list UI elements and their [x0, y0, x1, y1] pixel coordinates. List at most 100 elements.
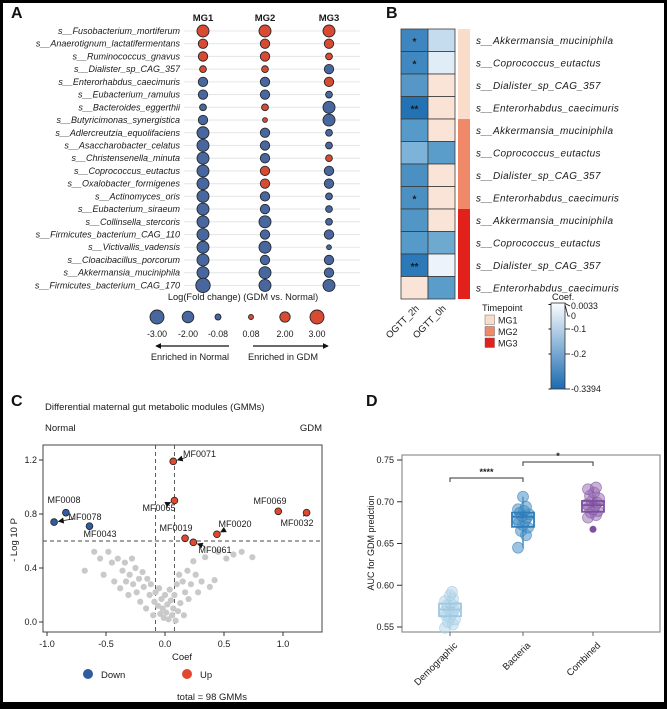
svg-text:MG1: MG1	[193, 13, 214, 24]
gmm-point-ns	[206, 583, 213, 591]
gmm-point-ns	[194, 589, 202, 596]
svg-text:s__Butyricimonas_synergistica: s__Butyricimonas_synergistica	[56, 115, 180, 125]
svg-text:s__Fusobacterium_mortiferum: s__Fusobacterium_mortiferum	[58, 26, 181, 36]
gmm-point-ns	[100, 571, 107, 578]
gmm-point-ns	[133, 589, 140, 596]
gmm-point-ns	[156, 585, 163, 592]
gmm-point-ns	[230, 551, 237, 558]
gmm-point-ns	[114, 555, 121, 562]
svg-text:-0.08: -0.08	[208, 329, 228, 339]
svg-text:Enriched in Normal: Enriched in Normal	[151, 352, 229, 362]
svg-text:0.65: 0.65	[376, 539, 394, 549]
gmm-point-ns	[164, 601, 171, 608]
gmm-point-ns	[176, 571, 183, 578]
fold-change-dot	[259, 140, 271, 151]
gmm-point-ns	[132, 564, 139, 572]
auc-point	[520, 500, 532, 513]
gmm-point-ns	[177, 600, 184, 607]
fold-change-dot	[196, 266, 210, 280]
fold-change-dot	[325, 154, 333, 163]
fold-change-dot	[258, 266, 272, 280]
svg-text:s__Enterorhabdus_caecimuris: s__Enterorhabdus_caecimuris	[476, 193, 619, 204]
gmm-point-ns	[130, 581, 137, 588]
gmm-point-ns	[126, 571, 133, 578]
gmm-point-ns	[185, 595, 192, 603]
svg-text:s__Coprococcus_eutactus: s__Coprococcus_eutactus	[476, 238, 601, 249]
heatmap-cell	[400, 141, 429, 165]
fold-change-dot	[325, 90, 333, 99]
fold-change-dot	[196, 228, 210, 241]
svg-text:MF0069: MF0069	[253, 496, 286, 506]
svg-text:s__Coprococcus_eutactus: s__Coprococcus_eutactus	[476, 58, 601, 69]
gmm-point-ns	[81, 567, 88, 574]
gmm-point-ns	[139, 568, 146, 576]
svg-text:s__Firmicutes_bacterium_CAG_11: s__Firmicutes_bacterium_CAG_110	[36, 230, 180, 240]
gmm-point-ns	[179, 578, 186, 585]
heatmap-cell	[400, 163, 429, 187]
fold-change-dot	[322, 24, 336, 38]
fold-change-dot	[196, 151, 210, 165]
svg-text:Log(Fold change) (GDM vs. Norm: Log(Fold change) (GDM vs. Normal)	[168, 292, 318, 302]
auc-point	[512, 541, 524, 554]
svg-text:1.2: 1.2	[24, 455, 37, 465]
fold-change-dot	[259, 203, 271, 215]
coef-colorbar	[550, 302, 566, 390]
gmm-point-up	[170, 496, 179, 505]
svg-text:*: *	[413, 37, 417, 48]
auc-point	[517, 490, 529, 503]
gmm-point-ns	[140, 583, 147, 591]
svg-text:-2.00: -2.00	[178, 329, 198, 339]
gmm-point-down	[50, 518, 58, 526]
fold-change-dot	[259, 191, 271, 202]
panel-b-heatmap: * s__Akkermansia_muciniphila * s__Coprococc…	[384, 28, 619, 394]
gmm-point-ns	[171, 591, 178, 599]
gmm-point-up	[181, 534, 189, 543]
fold-change-dot	[197, 76, 209, 88]
gmm-point-ns	[174, 608, 182, 615]
gmm-point-ns	[192, 571, 199, 578]
fold-change-dot	[259, 127, 271, 138]
svg-text:s__Akkermansia_muciniphila: s__Akkermansia_muciniphila	[476, 216, 613, 227]
svg-text:MG3: MG3	[498, 339, 518, 349]
svg-text:s__Akkermansia_muciniphila: s__Akkermansia_muciniphila	[476, 126, 613, 137]
svg-text:0.70: 0.70	[376, 497, 394, 507]
gmm-point-ns	[128, 555, 136, 562]
gmm-point-ns	[137, 598, 144, 605]
fold-change-dot	[259, 76, 271, 88]
fold-change-dot	[195, 277, 211, 294]
fold-change-dot	[259, 51, 271, 62]
fold-change-dot	[322, 278, 336, 292]
svg-text:1.0: 1.0	[277, 639, 290, 649]
heatmap-cell	[427, 276, 456, 300]
svg-text:Down: Down	[101, 670, 125, 681]
svg-text:s__Bacteroides_eggerthii: s__Bacteroides_eggerthii	[78, 102, 181, 112]
auc-point	[446, 586, 458, 598]
fold-change-dot	[261, 65, 269, 74]
heatmap-cell	[427, 253, 456, 277]
gmm-point-ns	[238, 548, 245, 555]
svg-text:MF0071: MF0071	[183, 449, 216, 459]
fold-change-dot	[323, 267, 335, 278]
svg-text:s__Oxalobacter_formigenes: s__Oxalobacter_formigenes	[67, 179, 180, 189]
svg-text:MF0043: MF0043	[83, 529, 116, 539]
gmm-point-up	[189, 538, 198, 547]
svg-text:s__Asaccharobacter_celatus: s__Asaccharobacter_celatus	[64, 140, 180, 150]
panel-c-volcano: Differential maternal gut metabolic modu…	[9, 402, 323, 703]
gmm-point-ns	[125, 591, 132, 599]
gmm-point-ns	[111, 578, 118, 585]
panel-a-label: A	[11, 5, 23, 22]
fold-change-dot	[322, 113, 336, 127]
gmm-point-ns	[168, 612, 176, 619]
svg-text:2.00: 2.00	[276, 329, 293, 339]
svg-text:- Log 10 P: - Log 10 P	[9, 518, 20, 562]
fold-change-dot	[325, 128, 333, 137]
outlier-point	[589, 525, 597, 533]
fold-change-dot	[323, 38, 335, 49]
heatmap-cell	[427, 96, 456, 120]
gmm-point-up	[213, 530, 221, 539]
fold-change-dot	[258, 24, 272, 38]
heatmap-cell	[427, 231, 456, 255]
svg-text:*: *	[556, 451, 560, 461]
svg-text:s__Christensenella_minuta: s__Christensenella_minuta	[71, 153, 180, 163]
gmm-point-ns	[187, 581, 195, 588]
